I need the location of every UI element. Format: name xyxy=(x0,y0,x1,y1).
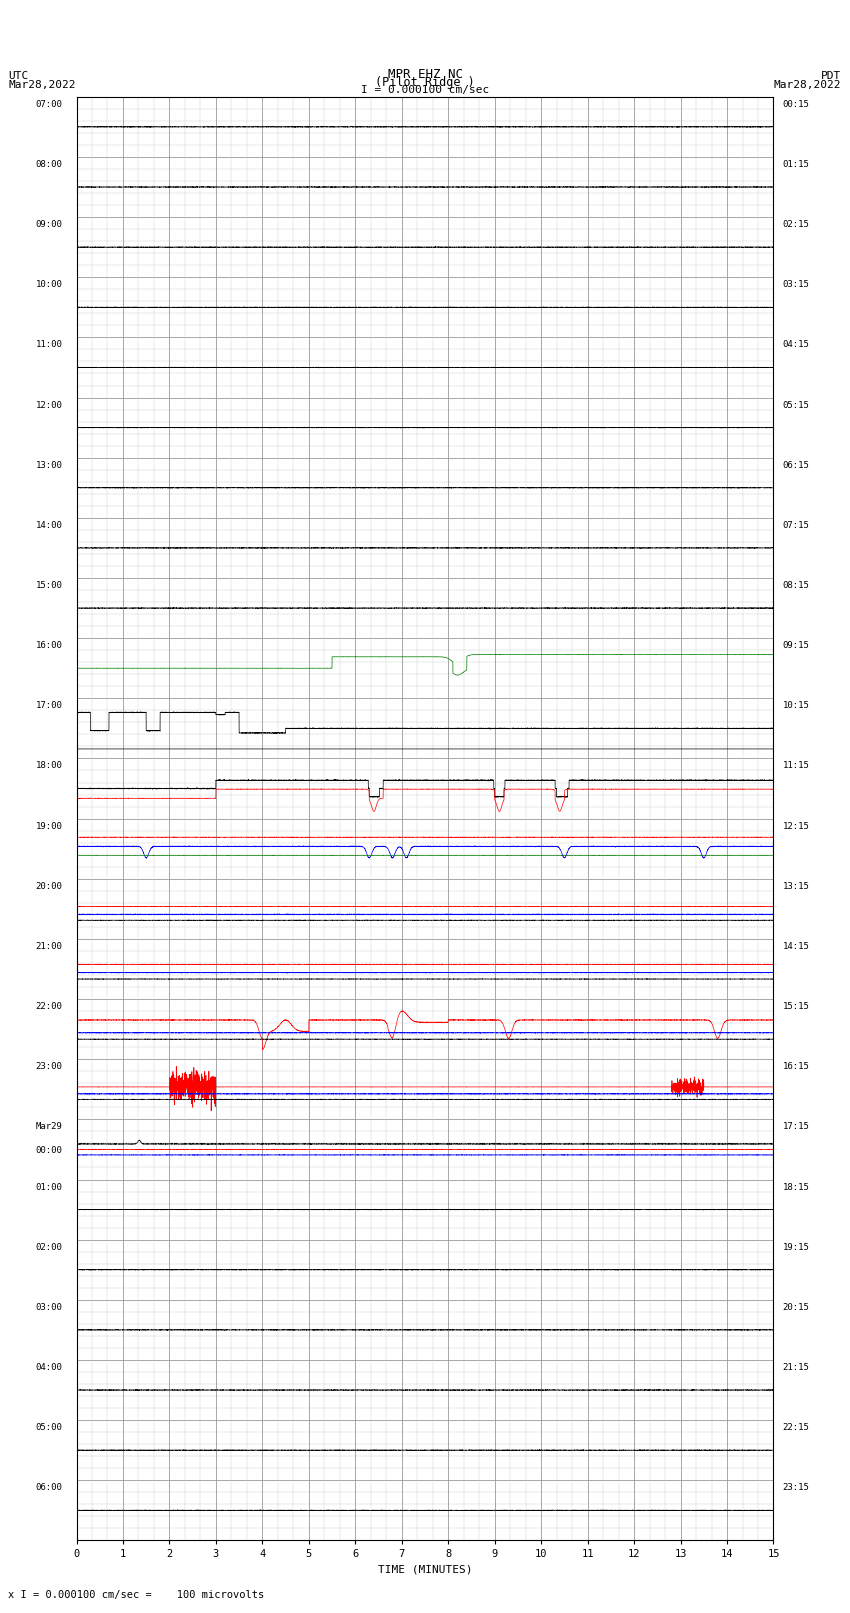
Text: 11:15: 11:15 xyxy=(783,761,810,771)
Text: 13:00: 13:00 xyxy=(36,461,63,469)
Text: 08:00: 08:00 xyxy=(36,160,63,169)
Text: 11:00: 11:00 xyxy=(36,340,63,350)
Text: 00:00: 00:00 xyxy=(36,1147,63,1155)
Text: 18:15: 18:15 xyxy=(783,1182,810,1192)
Text: 03:15: 03:15 xyxy=(783,281,810,289)
Text: x I = 0.000100 cm/sec =    100 microvolts: x I = 0.000100 cm/sec = 100 microvolts xyxy=(8,1590,264,1600)
Text: 23:00: 23:00 xyxy=(36,1063,63,1071)
Text: 04:15: 04:15 xyxy=(783,340,810,350)
Text: 08:15: 08:15 xyxy=(783,581,810,590)
Text: 03:00: 03:00 xyxy=(36,1303,63,1311)
Text: UTC: UTC xyxy=(8,71,29,82)
Text: 19:00: 19:00 xyxy=(36,821,63,831)
Text: 17:00: 17:00 xyxy=(36,702,63,710)
Text: 01:00: 01:00 xyxy=(36,1182,63,1192)
Text: 15:15: 15:15 xyxy=(783,1002,810,1011)
Text: 02:15: 02:15 xyxy=(783,219,810,229)
Text: 16:15: 16:15 xyxy=(783,1063,810,1071)
Text: 23:15: 23:15 xyxy=(783,1484,810,1492)
Text: 00:15: 00:15 xyxy=(783,100,810,108)
Text: PDT: PDT xyxy=(821,71,842,82)
Text: 16:00: 16:00 xyxy=(36,640,63,650)
Text: 21:15: 21:15 xyxy=(783,1363,810,1373)
Text: 01:15: 01:15 xyxy=(783,160,810,169)
Text: 10:15: 10:15 xyxy=(783,702,810,710)
Text: 21:00: 21:00 xyxy=(36,942,63,952)
Text: 14:00: 14:00 xyxy=(36,521,63,529)
Text: MPR EHZ NC: MPR EHZ NC xyxy=(388,68,462,82)
Text: 17:15: 17:15 xyxy=(783,1123,810,1131)
Text: 18:00: 18:00 xyxy=(36,761,63,771)
Text: 02:00: 02:00 xyxy=(36,1242,63,1252)
Text: 06:00: 06:00 xyxy=(36,1484,63,1492)
Text: Mar29: Mar29 xyxy=(36,1123,63,1131)
Text: 14:15: 14:15 xyxy=(783,942,810,952)
Text: 05:15: 05:15 xyxy=(783,400,810,410)
Text: 20:15: 20:15 xyxy=(783,1303,810,1311)
Text: 20:00: 20:00 xyxy=(36,882,63,890)
Text: I = 0.000100 cm/sec: I = 0.000100 cm/sec xyxy=(361,85,489,95)
X-axis label: TIME (MINUTES): TIME (MINUTES) xyxy=(377,1565,473,1574)
Text: (Pilot Ridge ): (Pilot Ridge ) xyxy=(375,76,475,89)
Text: 19:15: 19:15 xyxy=(783,1242,810,1252)
Text: 09:15: 09:15 xyxy=(783,640,810,650)
Text: 22:15: 22:15 xyxy=(783,1423,810,1432)
Text: 15:00: 15:00 xyxy=(36,581,63,590)
Text: 13:15: 13:15 xyxy=(783,882,810,890)
Text: Mar28,2022: Mar28,2022 xyxy=(774,81,842,90)
Text: 12:00: 12:00 xyxy=(36,400,63,410)
Text: 09:00: 09:00 xyxy=(36,219,63,229)
Text: 22:00: 22:00 xyxy=(36,1002,63,1011)
Text: 04:00: 04:00 xyxy=(36,1363,63,1373)
Text: 10:00: 10:00 xyxy=(36,281,63,289)
Text: 06:15: 06:15 xyxy=(783,461,810,469)
Text: Mar28,2022: Mar28,2022 xyxy=(8,81,76,90)
Text: 07:15: 07:15 xyxy=(783,521,810,529)
Text: 07:00: 07:00 xyxy=(36,100,63,108)
Text: 12:15: 12:15 xyxy=(783,821,810,831)
Text: 05:00: 05:00 xyxy=(36,1423,63,1432)
